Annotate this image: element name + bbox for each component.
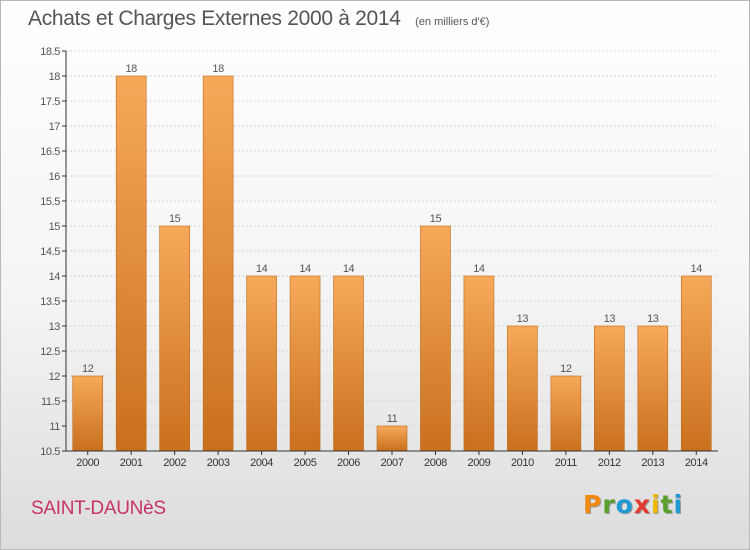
brand-logo-letter: P <box>583 490 603 519</box>
y-tick-label: 17.5 <box>40 96 60 108</box>
x-tick-label: 2008 <box>424 457 447 469</box>
x-tick-label: 2005 <box>294 457 317 469</box>
brand-logo-letter: t <box>660 490 674 519</box>
y-tick-label: 17 <box>49 121 61 133</box>
bar-value-label: 18 <box>212 63 224 75</box>
x-tick-label: 2012 <box>598 457 621 469</box>
bar-value-label: 12 <box>560 363 572 375</box>
bar-value-label: 18 <box>125 63 137 75</box>
y-tick-label: 11.5 <box>41 396 60 408</box>
brand-logo-letter: r <box>602 490 616 519</box>
y-tick-label: 13 <box>49 321 61 333</box>
bar-value-label: 11 <box>387 413 398 425</box>
bar-value-label: 14 <box>299 263 311 275</box>
y-tick-label: 12.5 <box>40 346 60 358</box>
bar-value-label: 14 <box>343 263 355 275</box>
bar-layer <box>72 75 712 452</box>
label-layer: 10.5 11 11.5 12 12.5 13 13.5 14 14.5 15 15.5 16 16.5… <box>40 46 708 469</box>
y-tick-label: 18.5 <box>40 46 60 58</box>
chart-subtitle: (en milliers d'€) <box>415 16 490 28</box>
bar <box>202 75 234 452</box>
y-tick-label: 15.5 <box>40 196 60 208</box>
brand-logo-letter: i <box>651 490 661 519</box>
brand-logo-letter: x <box>633 490 651 519</box>
bar <box>289 275 321 452</box>
x-tick-label: 2010 <box>511 457 534 469</box>
x-tick-label: 2002 <box>163 457 186 469</box>
y-tick-label: 18 <box>49 71 61 83</box>
y-tick-label: 15 <box>49 221 61 233</box>
x-tick-label: 2006 <box>337 457 360 469</box>
y-tick-label: 14 <box>49 271 61 283</box>
bar <box>637 325 669 452</box>
bar <box>72 375 104 452</box>
y-tick-label: 16 <box>49 171 61 183</box>
x-tick-label: 2001 <box>120 457 143 469</box>
bar <box>159 225 190 452</box>
location-label: SAINT-DAUNèS <box>31 498 166 519</box>
y-tick-label: 13.5 <box>40 296 60 308</box>
bar <box>507 325 538 452</box>
title-row: Achats et Charges Externes 2000 à 2014 (… <box>28 7 489 31</box>
y-tick-label: 16.5 <box>40 146 60 158</box>
bar <box>680 275 712 452</box>
bar <box>550 375 582 452</box>
bar <box>420 225 451 452</box>
bar <box>376 425 408 452</box>
y-tick-label: 14.5 <box>40 246 60 258</box>
bar-value-label: 13 <box>517 313 529 325</box>
x-tick-label: 2004 <box>250 457 273 469</box>
y-tick-label: 10.5 <box>40 446 60 458</box>
brand-logo-letter: i <box>673 490 684 519</box>
bar-value-label: 15 <box>430 213 442 225</box>
x-tick-label: 2011 <box>555 457 577 469</box>
brand-logo: Proxiti <box>583 490 683 519</box>
bar-value-label: 13 <box>604 313 616 325</box>
bar-value-label: 15 <box>169 213 181 225</box>
bar <box>246 275 277 452</box>
y-tick-label: 11 <box>49 421 60 433</box>
y-tick-label: 12 <box>49 371 61 383</box>
brand-logo-letter: o <box>615 490 634 519</box>
bar-value-label: 13 <box>647 313 659 325</box>
x-tick-label: 2007 <box>381 457 404 469</box>
axis-layer <box>62 50 718 455</box>
x-tick-label: 2013 <box>641 457 664 469</box>
bar-value-label: 14 <box>691 263 703 275</box>
x-tick-label: 2000 <box>76 457 99 469</box>
bar <box>463 275 495 452</box>
bar-value-label: 14 <box>473 263 485 275</box>
x-tick-label: 2014 <box>685 457 708 469</box>
bar-value-label: 12 <box>82 363 94 375</box>
x-tick-label: 2003 <box>207 457 230 469</box>
bar <box>333 275 364 452</box>
bar-value-label: 14 <box>256 263 268 275</box>
bar <box>115 75 147 452</box>
x-tick-label: 2009 <box>467 457 490 469</box>
chart-title: Achats et Charges Externes 2000 à 2014 <box>28 7 401 30</box>
bar <box>594 325 625 452</box>
